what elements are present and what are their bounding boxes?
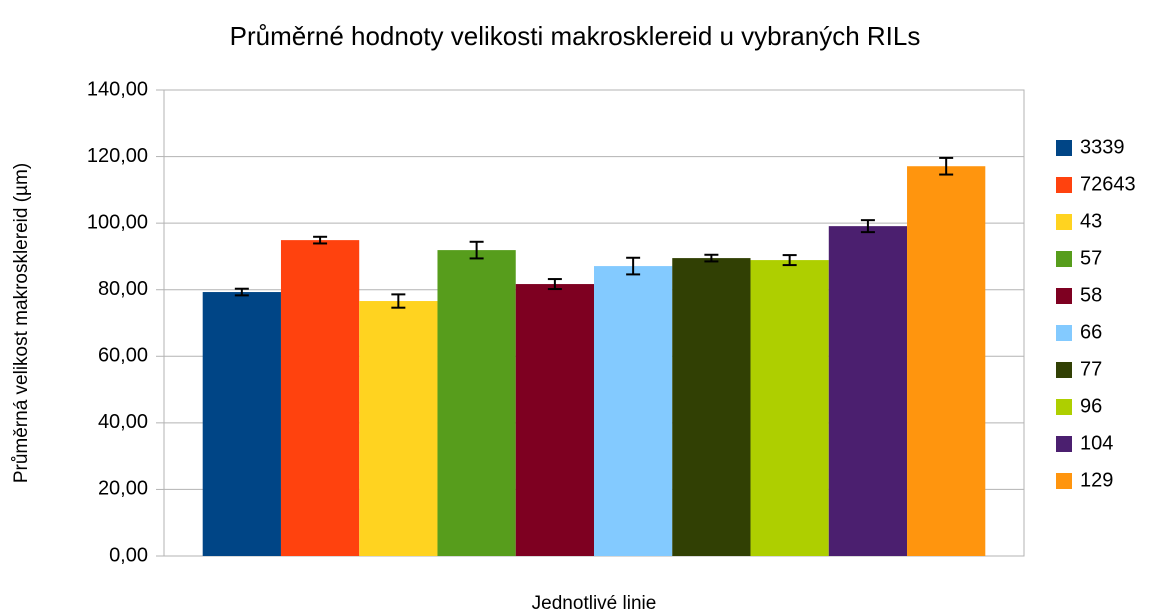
error-bar xyxy=(782,254,797,267)
bar xyxy=(750,260,829,556)
legend-label: 43 xyxy=(1080,210,1102,232)
legend-label: 72643 xyxy=(1080,173,1136,195)
legend-swatch xyxy=(1056,473,1072,489)
legend-label: 57 xyxy=(1080,247,1102,269)
legend-label: 66 xyxy=(1080,321,1102,343)
legend-label: 3339 xyxy=(1080,136,1125,158)
legend-swatch xyxy=(1056,140,1072,156)
error-bar xyxy=(313,235,328,245)
legend-swatch xyxy=(1056,288,1072,304)
legend-swatch xyxy=(1056,362,1072,378)
bar xyxy=(672,258,751,556)
x-axis-label: Jednotlivé linie xyxy=(532,593,657,614)
y-axis-label: Průměrná velikost makrosklereid (µm) xyxy=(11,163,32,483)
error-bar xyxy=(469,240,484,260)
error-bar xyxy=(547,278,562,291)
legend-label: 77 xyxy=(1080,358,1102,380)
y-tick-label: 100,00 xyxy=(87,211,148,233)
legend-swatch xyxy=(1056,399,1072,415)
legend-swatch xyxy=(1056,325,1072,341)
legend-swatch xyxy=(1056,251,1072,267)
bar xyxy=(202,292,281,556)
bar xyxy=(359,301,438,556)
bar xyxy=(594,266,673,556)
bar xyxy=(280,240,360,556)
y-tick-label: 120,00 xyxy=(87,145,148,167)
legend-swatch xyxy=(1056,177,1072,193)
y-tick-label: 0,00 xyxy=(109,544,148,566)
legend-label: 104 xyxy=(1080,432,1113,454)
bar xyxy=(907,166,986,556)
legend-swatch xyxy=(1056,214,1072,230)
error-bar xyxy=(626,256,641,276)
y-tick-label: 40,00 xyxy=(98,411,148,433)
y-tick-label: 80,00 xyxy=(98,278,148,300)
error-bar xyxy=(234,287,249,297)
chart-title: Průměrné hodnoty velikosti makrosklereid… xyxy=(230,21,921,51)
y-tick-label: 60,00 xyxy=(98,345,148,367)
error-bar xyxy=(860,219,875,234)
error-bar xyxy=(704,253,719,263)
y-tick-label: 20,00 xyxy=(98,478,148,500)
y-tick-label: 140,00 xyxy=(87,78,148,100)
error-bar xyxy=(939,156,954,176)
bar xyxy=(828,226,908,557)
bar xyxy=(515,284,594,556)
legend-label: 96 xyxy=(1080,395,1102,417)
error-bar xyxy=(391,293,406,309)
legend-label: 58 xyxy=(1080,284,1102,306)
legend-swatch xyxy=(1056,436,1072,452)
bar xyxy=(437,250,516,556)
legend-label: 129 xyxy=(1080,469,1113,491)
